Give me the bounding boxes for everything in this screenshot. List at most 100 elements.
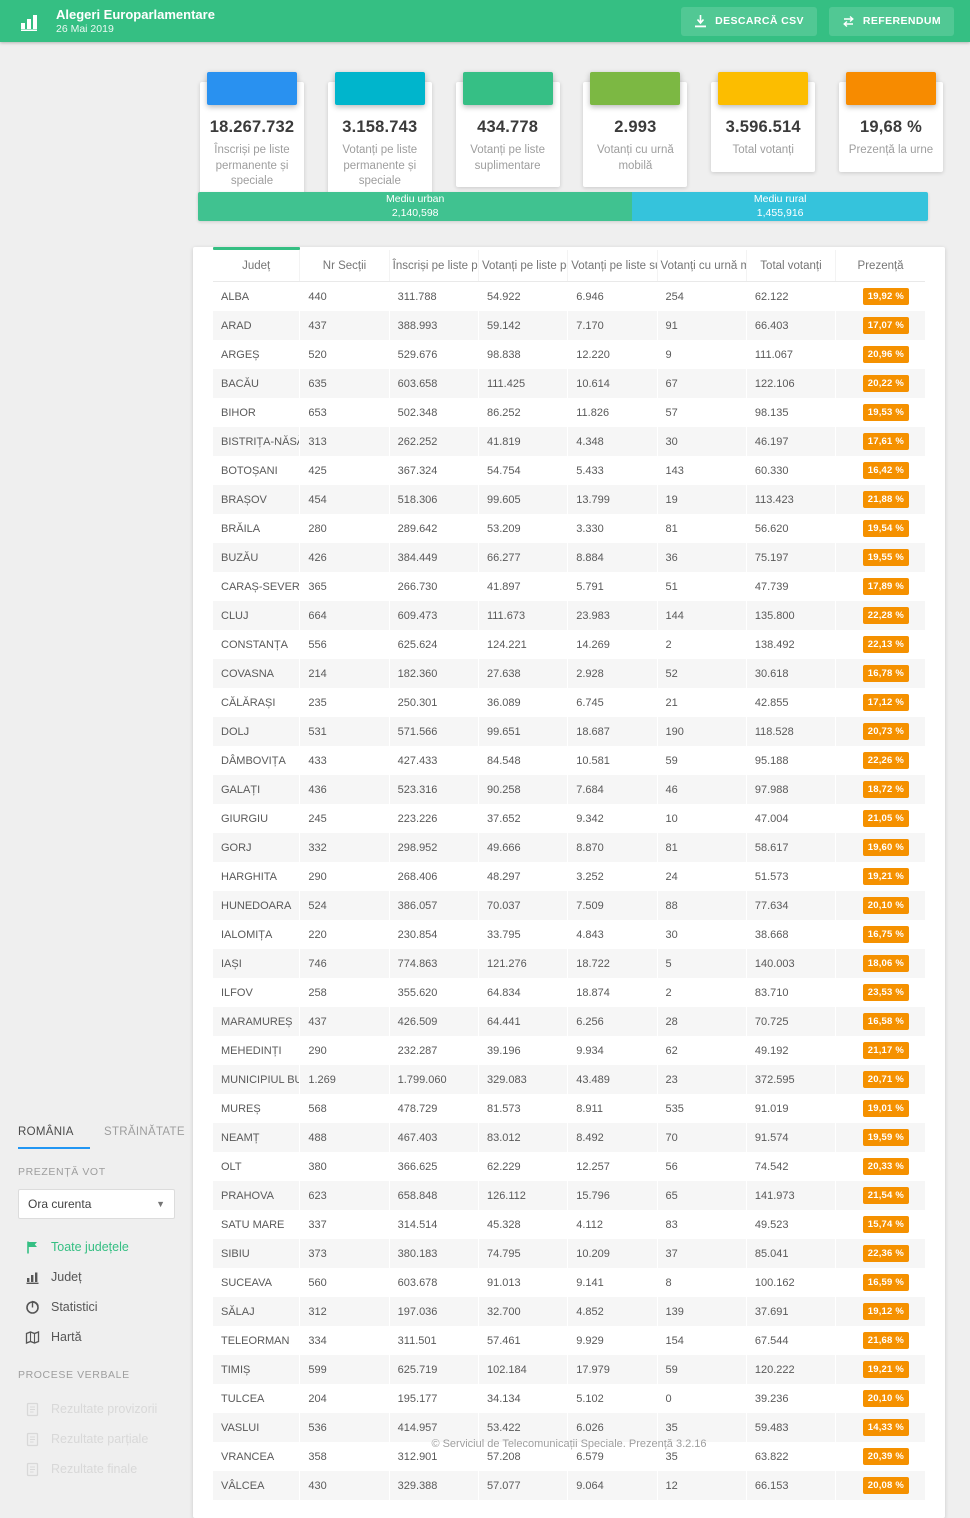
table-row[interactable]: GORJ 332 298.952 49.666 8.870 81 58.617 …	[213, 833, 925, 862]
turnout-badge: 23,53 %	[862, 984, 909, 1001]
table-row[interactable]: VÂLCEA 430 329.388 57.077 9.064 12 66.15…	[213, 1471, 925, 1500]
voters-permanent: 86.252	[478, 398, 569, 427]
column-header[interactable]: Votanți pe liste pe...	[478, 250, 569, 282]
table-row[interactable]: ILFOV 258 355.620 64.834 18.874 2 83.710…	[213, 978, 925, 1007]
table-row[interactable]: CĂLĂRAȘI 235 250.301 36.089 6.745 21 42.…	[213, 688, 925, 717]
table-row[interactable]: HUNEDOARA 524 386.057 70.037 7.509 88 77…	[213, 891, 925, 920]
turnout-badge: 19,60 %	[862, 839, 909, 856]
table-row[interactable]: MEHEDINȚI 290 232.287 39.196 9.934 62 49…	[213, 1036, 925, 1065]
tab-romania[interactable]: ROMÂNIA	[18, 1116, 90, 1149]
registered-count: 427.433	[389, 746, 479, 775]
table-row[interactable]: BIHOR 653 502.348 86.252 11.826 57 98.13…	[213, 398, 925, 427]
table-row[interactable]: IAȘI 746 774.863 121.276 18.722 5 140.00…	[213, 949, 925, 978]
registered-count: 250.301	[389, 688, 479, 717]
sections-count: 746	[299, 949, 390, 978]
voters-mobile: 254	[657, 281, 747, 311]
voters-mobile: 37	[657, 1239, 747, 1268]
tab-strainatate[interactable]: STRĂINĂTATE	[104, 1126, 185, 1138]
table-row[interactable]: ALBA 440 311.788 54.922 6.946 254 62.122…	[213, 281, 925, 311]
voters-mobile: 36	[657, 543, 747, 572]
column-header[interactable]: Votanți cu urnă m...	[657, 250, 747, 282]
pie-chart-icon	[26, 1300, 39, 1314]
turnout-badge: 16,78 %	[862, 665, 909, 682]
registered-count: 262.252	[389, 427, 479, 456]
column-header[interactable]: Total votanți	[746, 250, 837, 282]
voters-permanent: 74.795	[478, 1239, 569, 1268]
table-row[interactable]: BRĂILA 280 289.642 53.209 3.330 81 56.62…	[213, 514, 925, 543]
voters-permanent: 66.277	[478, 543, 569, 572]
table-row[interactable]: MARAMUREȘ 437 426.509 64.441 6.256 28 70…	[213, 1007, 925, 1036]
voters-mobile: 59	[657, 746, 747, 775]
turnout-badge: 17,07 %	[862, 317, 909, 334]
table-row[interactable]: PRAHOVA 623 658.848 126.112 15.796 65 14…	[213, 1181, 925, 1210]
turnout-badge: 20,73 %	[862, 723, 909, 740]
table-row[interactable]: TIMIȘ 599 625.719 102.184 17.979 59 120.…	[213, 1355, 925, 1384]
table-row[interactable]: SATU MARE 337 314.514 45.328 4.112 83 49…	[213, 1210, 925, 1239]
voters-mobile: 56	[657, 1152, 747, 1181]
table-row[interactable]: BACĂU 635 603.658 111.425 10.614 67 122.…	[213, 369, 925, 398]
turnout-badge: 20,96 %	[862, 346, 909, 363]
turnout-badge: 14,33 %	[862, 1419, 909, 1436]
voters-mobile: 10	[657, 804, 747, 833]
download-csv-button[interactable]: DESCARCĂ CSV	[681, 6, 817, 36]
table-row[interactable]: ARGEȘ 520 529.676 98.838 12.220 9 111.06…	[213, 340, 925, 369]
sidebar-item-statistici[interactable]: Statistici	[0, 1292, 195, 1322]
table-row[interactable]: BUZĂU 426 384.449 66.277 8.884 36 75.197…	[213, 543, 925, 572]
referendum-button[interactable]: REFERENDUM	[828, 6, 954, 36]
table-row[interactable]: NEAMȚ 488 467.403 83.012 8.492 70 91.574…	[213, 1123, 925, 1152]
column-header[interactable]: Județ	[213, 250, 301, 282]
sections-count: 520	[299, 340, 390, 369]
card-color-bar	[207, 72, 297, 105]
table-row[interactable]: DÂMBOVIȚA 433 427.433 84.548 10.581 59 9…	[213, 746, 925, 775]
sections-count: 334	[299, 1326, 390, 1355]
sidebar-item-rezultate-partiale: Rezultate parțiale	[0, 1424, 195, 1454]
total-voters: 372.595	[746, 1065, 837, 1094]
sidebar-item-toate-judetele[interactable]: Toate județele	[0, 1232, 195, 1262]
column-header[interactable]: Nr Secții	[299, 250, 390, 282]
turnout-badge: 18,06 %	[862, 955, 909, 972]
sidebar-item-judet[interactable]: Județ	[0, 1262, 195, 1292]
table-row[interactable]: TULCEA 204 195.177 34.134 5.102 0 39.236…	[213, 1384, 925, 1413]
voters-supplementary: 7.509	[567, 891, 658, 920]
table-row[interactable]: OLT 380 366.625 62.229 12.257 56 74.542 …	[213, 1152, 925, 1181]
column-header[interactable]: Votanți pe liste su...	[567, 250, 658, 282]
total-voters: 47.004	[746, 804, 837, 833]
table-row[interactable]: CARAȘ-SEVERIN 365 266.730 41.897 5.791 5…	[213, 572, 925, 601]
total-voters: 30.618	[746, 659, 837, 688]
table-row[interactable]: ARAD 437 388.993 59.142 7.170 91 66.403 …	[213, 311, 925, 340]
sidebar-item-harta[interactable]: Hartă	[0, 1322, 195, 1352]
registered-count: 523.316	[389, 775, 479, 804]
table-row[interactable]: MUREȘ 568 478.729 81.573 8.911 535 91.01…	[213, 1094, 925, 1123]
table-row[interactable]: CONSTANȚA 556 625.624 124.221 14.269 2 1…	[213, 630, 925, 659]
column-header[interactable]: Prezență	[835, 250, 925, 282]
table-row[interactable]: IALOMIȚA 220 230.854 33.795 4.843 30 38.…	[213, 920, 925, 949]
voters-permanent: 91.013	[478, 1268, 569, 1297]
column-header[interactable]: Înscriși pe liste pe...	[389, 250, 479, 282]
voters-supplementary: 18.874	[567, 978, 658, 1007]
table-row[interactable]: HARGHITA 290 268.406 48.297 3.252 24 51.…	[213, 862, 925, 891]
table-row[interactable]: BISTRIȚA-NĂSĂUD 313 262.252 41.819 4.348…	[213, 427, 925, 456]
table-row[interactable]: GALAȚI 436 523.316 90.258 7.684 46 97.98…	[213, 775, 925, 804]
table-row[interactable]: TELEORMAN 334 311.501 57.461 9.929 154 6…	[213, 1326, 925, 1355]
county-name: ALBA	[213, 281, 301, 311]
table-row[interactable]: SĂLAJ 312 197.036 32.700 4.852 139 37.69…	[213, 1297, 925, 1326]
sidebar-item-rezultate-provizorii: Rezultate provizorii	[0, 1394, 195, 1424]
turnout-badge: 19,92 %	[862, 288, 909, 305]
country-tabs: ROMÂNIA STRĂINĂTATE	[0, 1116, 195, 1149]
table-row[interactable]: COVASNA 214 182.360 27.638 2.928 52 30.6…	[213, 659, 925, 688]
table-row[interactable]: BOTOȘANI 425 367.324 54.754 5.433 143 60…	[213, 456, 925, 485]
total-voters: 39.236	[746, 1384, 837, 1413]
sections-count: 599	[299, 1355, 390, 1384]
section-procese-verbale: PROCESE VERBALE	[18, 1369, 130, 1381]
voters-permanent: 57.077	[478, 1471, 569, 1500]
sections-count: 337	[299, 1210, 390, 1239]
table-row[interactable]: DOLJ 531 571.566 99.651 18.687 190 118.5…	[213, 717, 925, 746]
table-row[interactable]: MUNICIPIUL BUC... 1.269 1.799.060 329.08…	[213, 1065, 925, 1094]
table-row[interactable]: CLUJ 664 609.473 111.673 23.983 144 135.…	[213, 601, 925, 630]
time-select-dropdown[interactable]: Ora curenta ▼	[18, 1189, 175, 1219]
table-row[interactable]: SIBIU 373 380.183 74.795 10.209 37 85.04…	[213, 1239, 925, 1268]
table-row[interactable]: BRAȘOV 454 518.306 99.605 13.799 19 113.…	[213, 485, 925, 514]
table-row[interactable]: VASLUI 536 414.957 53.422 6.026 35 59.48…	[213, 1413, 925, 1442]
table-row[interactable]: SUCEAVA 560 603.678 91.013 9.141 8 100.1…	[213, 1268, 925, 1297]
table-row[interactable]: GIURGIU 245 223.226 37.652 9.342 10 47.0…	[213, 804, 925, 833]
